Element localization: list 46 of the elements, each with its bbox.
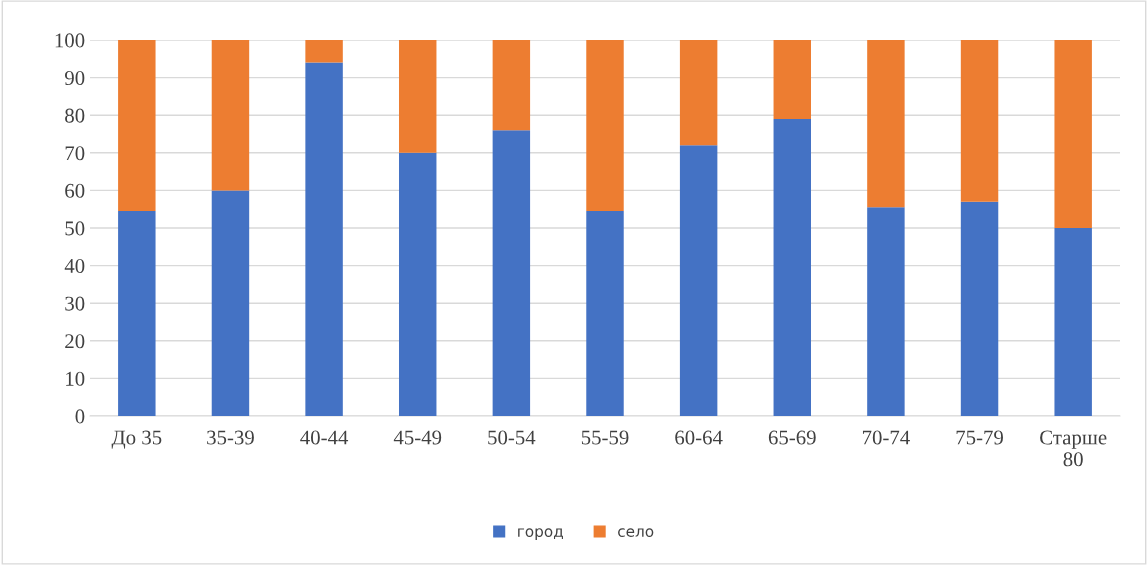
x-tick-label: 65-69 xyxy=(768,430,816,445)
y-tick-label: 70 xyxy=(65,146,85,161)
bar xyxy=(679,40,718,146)
bar xyxy=(679,145,718,416)
legend-label: село xyxy=(618,528,654,537)
y-tick-label: 90 xyxy=(64,70,85,86)
x-tick-label: 45-49 xyxy=(393,430,442,445)
bar xyxy=(118,40,156,212)
legend-label: город xyxy=(518,528,563,540)
y-tick-label: 20 xyxy=(65,334,85,349)
x-tick-label: До 35 xyxy=(111,430,162,449)
bar xyxy=(211,40,250,191)
bar xyxy=(399,40,437,153)
bar xyxy=(492,130,531,416)
y-tick-label: 80 xyxy=(65,108,85,123)
bar xyxy=(960,201,999,416)
x-tick-label: 60-64 xyxy=(675,430,723,445)
y-tick-label: 30 xyxy=(65,296,85,311)
y-tick-label: 10 xyxy=(66,371,85,386)
bar xyxy=(586,40,624,212)
y-tick-label: 50 xyxy=(65,221,85,236)
bar xyxy=(305,62,343,416)
x-tick-label: 55-59 xyxy=(581,430,629,445)
bar xyxy=(211,190,250,416)
bar xyxy=(399,152,437,416)
bar xyxy=(492,40,531,131)
x-tick-label: 75-79 xyxy=(956,430,1003,445)
bar xyxy=(118,211,156,416)
x-tick-label: 40-44 xyxy=(300,430,349,445)
x-tick-label: 70-74 xyxy=(862,430,910,445)
bar xyxy=(960,40,999,202)
y-tick-label: 0 xyxy=(75,409,85,424)
bar xyxy=(305,40,343,63)
bar xyxy=(586,211,624,416)
x-tick-label: Старше 80 xyxy=(1040,430,1107,467)
bar xyxy=(773,40,811,119)
y-tick-label: 40 xyxy=(64,258,85,274)
y-tick-label: 100 xyxy=(55,33,85,48)
bar xyxy=(773,118,811,416)
bar xyxy=(1054,228,1092,416)
bar xyxy=(867,40,905,208)
x-tick-label: 35-39 xyxy=(207,430,254,445)
bar xyxy=(867,207,905,416)
x-tick-label: 50-54 xyxy=(488,430,536,445)
bar xyxy=(1054,40,1092,228)
y-tick-label: 60 xyxy=(65,183,85,198)
